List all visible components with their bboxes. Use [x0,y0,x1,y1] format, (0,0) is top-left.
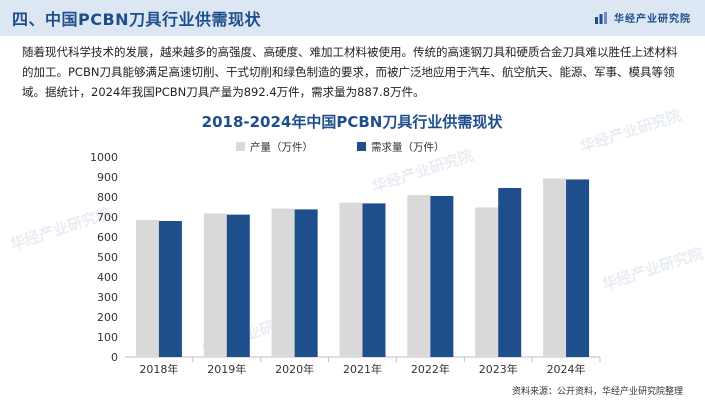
brand: 华经产业研究院 [594,10,691,25]
bar [294,209,318,357]
y-tick-label: 400 [97,271,118,284]
legend-label: 需求量（万件） [371,142,445,154]
x-tick-label: 2020年 [275,362,314,376]
brand-name: 华经产业研究院 [614,14,691,25]
bar [339,202,363,357]
brand-logo-icon [595,11,607,24]
bar [271,208,295,357]
bar [203,213,227,357]
legend-label: 产量（万件） [250,141,313,154]
bar [407,195,431,357]
y-tick-label: 600 [97,231,118,244]
y-tick-label: 800 [97,191,118,204]
y-tick-label: 300 [97,291,118,304]
y-tick-label: 1000 [90,151,118,164]
source-note: 资料来源：公开资料，华经产业研究院整理 [511,387,683,397]
y-tick-label: 100 [97,331,118,344]
x-tick-label: 2024年 [547,362,586,376]
bar [362,203,386,357]
bar [543,178,567,357]
x-tick-label: 2023年 [479,362,518,376]
bar [475,207,499,357]
x-tick-label: 2022年 [411,362,450,376]
bar [566,179,590,357]
y-tick-label: 900 [97,171,118,184]
bar [226,214,250,357]
bar [498,188,522,357]
legend-swatch [357,142,366,151]
y-tick-label: 200 [97,311,118,324]
bar [158,221,182,357]
y-tick-label: 500 [97,251,118,264]
bar [430,196,454,357]
chart-title: 2018-2024年中国PCBN刀具行业供需现状 [202,113,504,131]
y-tick-label: 700 [97,211,118,224]
y-tick-label: 0 [111,351,118,364]
legend-swatch [236,142,245,151]
intro-paragraph: 随着现代科学技术的发展，越来越多的高强度、高硬度、难加工材料被使用。传统的高速钢… [22,45,678,99]
x-tick-label: 2018年 [139,362,178,376]
header-bar: 四、中国PCBN刀具行业供需现状 华经产业研究院 [0,0,705,36]
bar [135,220,159,357]
x-tick-label: 2019年 [207,362,246,376]
page-title: 四、中国PCBN刀具行业供需现状 [12,10,262,29]
x-tick-label: 2021年 [343,362,382,376]
